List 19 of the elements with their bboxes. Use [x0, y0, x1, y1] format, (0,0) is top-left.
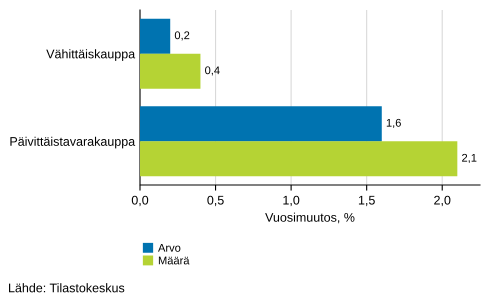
x-tick-label: 2,0 — [434, 196, 450, 206]
x-axis-title: Vuosimuutos, % — [265, 212, 354, 224]
x-tick-label: 0,5 — [207, 196, 224, 206]
text: Lähde: Tilastokeskus — [9, 283, 124, 292]
legend-label: Määrä — [158, 256, 190, 264]
bar — [140, 18, 170, 54]
x-tick-label: 1,5 — [358, 196, 375, 206]
data-label: 2,1 — [462, 154, 476, 164]
bar — [140, 54, 200, 89]
data-label: 1,6 — [386, 118, 401, 128]
x-tick-label: 0,0 — [132, 196, 148, 206]
y-tick-label: Päivittäistavarakauppa — [10, 136, 136, 148]
data-label: 0,4 — [205, 66, 220, 76]
bar — [140, 106, 382, 142]
data-label: 0,2 — [174, 31, 190, 41]
bar — [140, 141, 458, 176]
y-tick-label: Vähittäiskauppa — [46, 49, 136, 61]
legend-label: Arvo — [158, 244, 180, 252]
x-tick-label: 1,0 — [283, 196, 300, 206]
